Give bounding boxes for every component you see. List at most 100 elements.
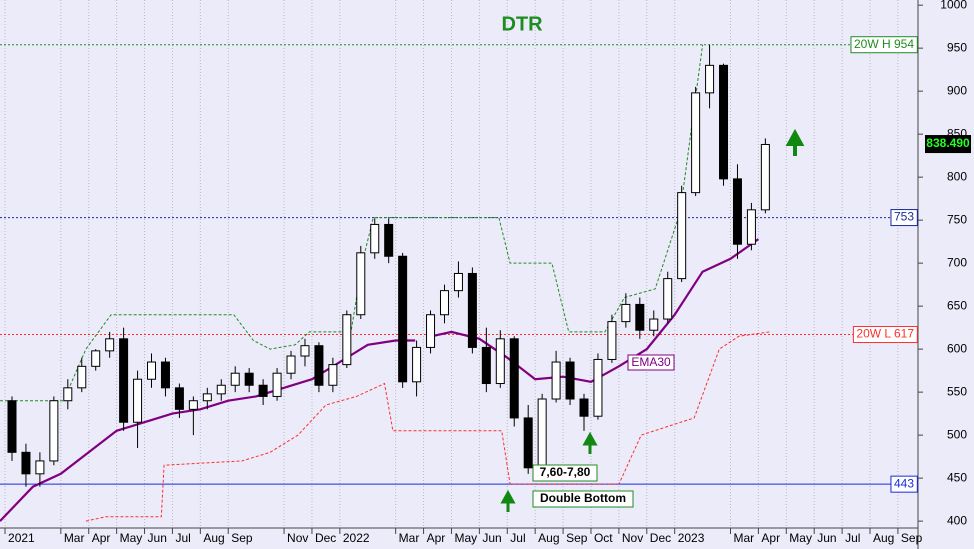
x-tick-label: Apr — [92, 531, 111, 545]
arrow — [785, 128, 805, 156]
y-tick-label: 400 — [947, 513, 967, 527]
candle-body — [467, 272, 477, 348]
candle-body — [174, 387, 184, 410]
candle-body — [565, 361, 575, 400]
candle-body — [509, 338, 519, 419]
candle-body — [746, 209, 756, 245]
y-tick-label: 1000 — [940, 0, 967, 11]
x-tick-label: 2021 — [8, 531, 35, 545]
candle-body — [593, 358, 603, 417]
candle-body — [677, 192, 687, 280]
candle-body — [244, 372, 254, 386]
y-tick-label: 750 — [947, 212, 967, 226]
candle-body — [230, 372, 240, 386]
candle-body — [579, 398, 589, 417]
y-tick-label: 650 — [947, 298, 967, 312]
last-price-label: 838.490 — [926, 136, 970, 150]
candle-body — [495, 338, 505, 385]
y-tick-label: 500 — [947, 427, 967, 441]
x-tick-label: Jul — [845, 531, 860, 545]
level-label: 753 — [894, 210, 914, 224]
x-tick-label: Mar — [64, 531, 85, 545]
candle-body — [202, 393, 212, 402]
candle-body — [258, 384, 268, 397]
candle-body — [300, 345, 310, 357]
candle-body — [398, 255, 408, 383]
x-tick-label: Nov — [622, 531, 643, 545]
candle-body — [551, 361, 561, 400]
x-tick-label: Jul — [175, 531, 190, 545]
annotation: EMA30 — [631, 355, 671, 369]
annotation-box — [532, 464, 598, 482]
x-tick-label: May — [789, 531, 812, 545]
candle-body — [370, 223, 380, 254]
x-tick-label: Aug — [873, 531, 894, 545]
annotation: 7,60-7,80 — [540, 465, 591, 479]
candle-body — [35, 460, 45, 475]
level-label-box — [850, 36, 918, 54]
candle-body — [216, 384, 226, 395]
x-tick-label: Jun — [482, 531, 501, 545]
candle-body — [133, 378, 143, 423]
arrow — [582, 431, 598, 454]
y-tick-label: 950 — [947, 40, 967, 54]
candle-body — [426, 314, 436, 348]
arrow — [500, 489, 516, 512]
candle-body — [77, 365, 87, 389]
x-tick-label: Jun — [817, 531, 836, 545]
candle-body — [719, 64, 729, 180]
chart-title: DTR — [501, 13, 543, 35]
candle-body — [439, 290, 449, 316]
candle-body — [314, 345, 324, 386]
candle-body — [481, 346, 491, 385]
candle-body — [272, 372, 282, 397]
y-tick-label: 900 — [947, 83, 967, 97]
x-tick-label: 2022 — [343, 531, 370, 545]
candle-body — [691, 92, 701, 194]
y-tick-label: 550 — [947, 384, 967, 398]
x-tick-label: Jun — [148, 531, 167, 545]
x-tick-label: Dec — [315, 531, 336, 545]
x-tick-label: Jul — [510, 531, 525, 545]
plot — [0, 44, 918, 522]
axis: 4004505005506006507007508008509009501000… — [4, 0, 971, 545]
x-tick-label: May — [454, 531, 477, 545]
last-price-box — [925, 135, 971, 154]
candle-body — [412, 346, 422, 383]
candle-body — [523, 417, 533, 469]
level-label-box — [890, 475, 918, 493]
candle-body — [453, 272, 463, 292]
candle-body — [732, 178, 742, 245]
level-label-box — [890, 209, 918, 227]
candle-body — [49, 400, 59, 462]
candle-body — [760, 143, 770, 211]
level-label: 20W L 617 — [856, 327, 914, 341]
x-tick-label: Sep — [901, 531, 923, 545]
candle-body — [286, 355, 296, 374]
x-tick-label: Apr — [427, 531, 446, 545]
candle-body — [91, 350, 101, 367]
annotation-box — [627, 354, 675, 371]
candle-body — [705, 64, 715, 94]
y-tick-label: 700 — [947, 255, 967, 269]
x-tick-label: Aug — [538, 531, 559, 545]
level-label-box — [852, 326, 918, 344]
y-tick-label: 800 — [947, 169, 967, 183]
y-tick-label: 600 — [947, 341, 967, 355]
x-tick-label: Oct — [594, 531, 613, 545]
candle-body — [537, 398, 547, 469]
x-tick-label: Aug — [203, 531, 224, 545]
level-label: 443 — [894, 476, 914, 490]
x-tick-label: 2023 — [678, 531, 705, 545]
candle-body — [649, 318, 659, 331]
annotation: Double Bottom — [540, 491, 626, 505]
candle-body — [7, 400, 17, 453]
candle-body — [119, 338, 129, 423]
x-tick-label: Apr — [761, 531, 780, 545]
candle-body — [63, 387, 73, 402]
candle-body — [635, 303, 645, 331]
annotation-box — [532, 490, 634, 508]
